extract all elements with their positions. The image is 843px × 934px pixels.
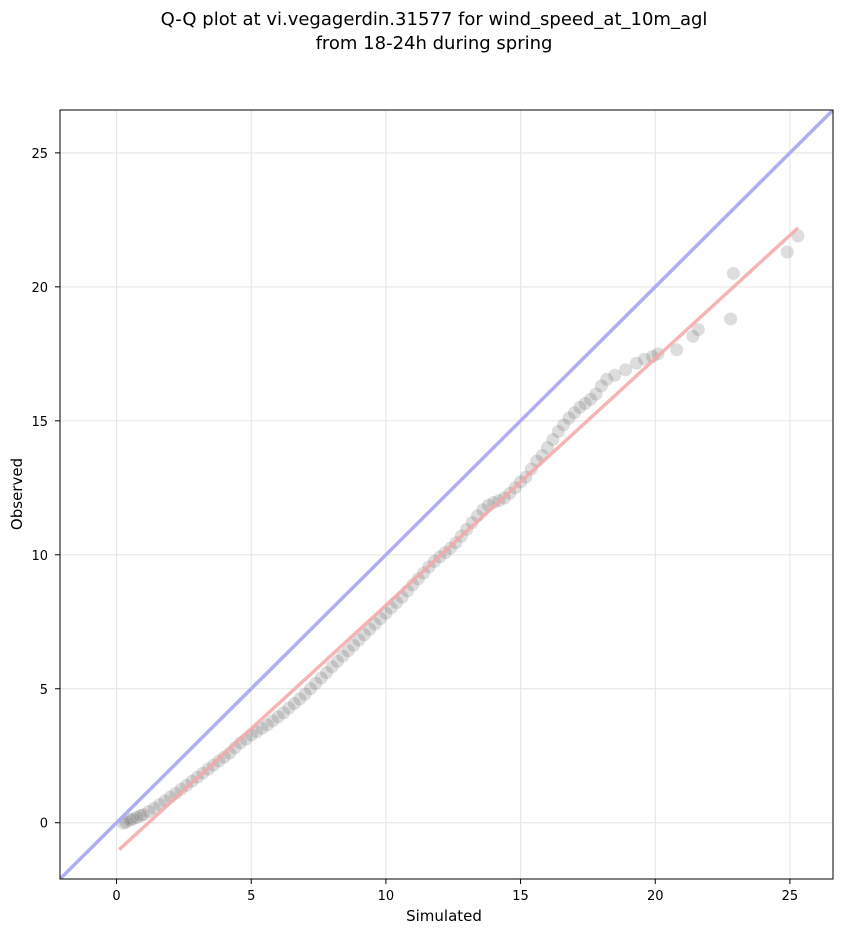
data-points xyxy=(116,229,805,830)
data-point xyxy=(726,266,740,280)
data-point xyxy=(320,666,334,680)
y-tick-label: 20 xyxy=(31,281,48,296)
data-point xyxy=(277,706,291,720)
data-point xyxy=(136,808,150,822)
x-tick-label: 25 xyxy=(782,889,799,904)
data-point xyxy=(325,660,339,674)
fit-line xyxy=(118,226,800,851)
data-point xyxy=(212,754,226,768)
data-point xyxy=(589,387,603,401)
data-point xyxy=(637,352,651,366)
reference-line xyxy=(60,110,833,879)
x-axis-label: Simulated xyxy=(406,907,482,925)
y-axis-ticks: 0 5 10 15 20 25 xyxy=(31,147,60,832)
data-point xyxy=(336,649,350,663)
data-point xyxy=(126,812,140,826)
y-tick-label: 0 xyxy=(40,817,48,832)
data-point xyxy=(562,411,576,425)
data-point xyxy=(541,441,555,455)
data-point xyxy=(724,312,738,326)
data-point xyxy=(584,392,598,406)
data-point xyxy=(573,400,587,414)
data-point xyxy=(780,245,794,259)
data-point xyxy=(600,372,614,386)
data-point xyxy=(260,718,274,732)
data-point xyxy=(271,710,285,724)
data-point xyxy=(347,638,361,652)
data-point xyxy=(567,406,581,420)
data-point xyxy=(368,617,382,631)
data-point xyxy=(266,714,280,728)
grid xyxy=(60,110,833,879)
data-point xyxy=(465,516,479,530)
data-point xyxy=(578,396,592,410)
data-point xyxy=(594,379,608,393)
plot-area xyxy=(60,110,833,879)
data-point xyxy=(298,687,312,701)
plot-frame xyxy=(59,109,834,880)
data-point xyxy=(287,696,301,710)
x-tick-label: 10 xyxy=(378,889,395,904)
data-point xyxy=(608,368,622,382)
chart-title-line-2: from 18-24h during spring xyxy=(316,33,553,54)
data-point xyxy=(341,644,355,658)
y-tick-label: 25 xyxy=(31,147,48,162)
data-point xyxy=(686,329,700,343)
data-point xyxy=(147,801,161,815)
x-tick-label: 15 xyxy=(512,889,529,904)
data-point xyxy=(619,363,633,377)
data-point xyxy=(524,462,538,476)
data-point xyxy=(551,425,565,439)
data-point xyxy=(691,323,705,337)
x-axis-ticks: 0 5 10 15 20 25 xyxy=(112,879,798,904)
y-tick-label: 5 xyxy=(40,683,48,698)
data-point xyxy=(546,433,560,447)
chart-title-line-1: Q-Q plot at vi.vegagerdin.31577 for wind… xyxy=(161,9,708,30)
x-tick-label: 20 xyxy=(647,889,664,904)
y-tick-label: 10 xyxy=(31,549,48,564)
x-tick-label: 0 xyxy=(112,889,120,904)
x-tick-label: 5 xyxy=(247,889,255,904)
data-point xyxy=(309,676,323,690)
data-point xyxy=(629,356,643,370)
data-point xyxy=(142,804,156,818)
data-point xyxy=(670,343,684,357)
data-point xyxy=(314,671,328,685)
y-tick-label: 15 xyxy=(31,415,48,430)
chart-title: Q-Q plot at vi.vegagerdin.31577 for wind… xyxy=(161,9,708,54)
data-point xyxy=(557,418,571,432)
data-point xyxy=(174,782,188,796)
data-point xyxy=(293,692,307,706)
data-point xyxy=(357,628,371,642)
data-point xyxy=(303,682,317,696)
y-axis-label: Observed xyxy=(8,458,26,530)
data-point xyxy=(217,750,231,764)
data-point xyxy=(123,813,137,827)
data-point xyxy=(130,810,144,824)
data-point xyxy=(255,721,269,735)
data-point xyxy=(330,654,344,668)
data-point xyxy=(411,572,425,586)
data-point xyxy=(352,633,366,647)
data-point xyxy=(134,808,148,822)
data-point xyxy=(363,622,377,636)
data-point xyxy=(282,701,296,715)
